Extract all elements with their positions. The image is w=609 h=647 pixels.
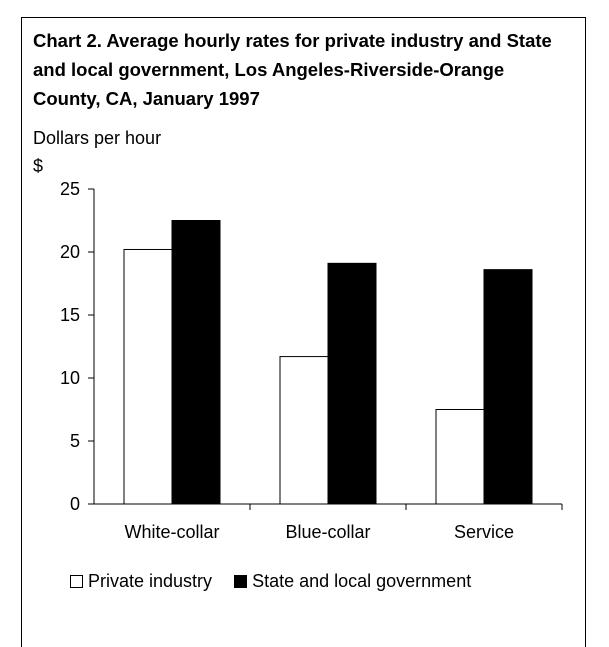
y-tick-label: 25 [60,179,80,199]
legend-item-private: Private industry [70,570,212,592]
chart-title: Chart 2. Average hourly rates for privat… [33,30,552,109]
legend-swatch-private [70,574,83,588]
bar-private-service [435,409,485,505]
legend-swatch-government [234,574,248,588]
bar-private-blue-collar [279,356,329,505]
units-label: Dollars per hour [33,128,162,148]
y-axis-label: $ [33,156,44,176]
legend-label-private: Private industry [88,571,213,591]
bar-government-white-collar [171,220,221,505]
bar-government-service [483,269,533,505]
y-tick-label: 20 [60,242,80,262]
bar-chart: 0 5 10 15 20 25 White-collar Blue-collar Service [60,179,563,542]
chart-frame [21,17,586,647]
bar-government-blue-collar [327,262,377,505]
x-tick-label: White-collar [124,522,219,542]
bar-private-white-collar [123,248,173,505]
y-tick-label: 15 [60,305,80,325]
y-tick-label: 10 [60,368,80,388]
y-tick-label: 0 [70,494,80,514]
x-tick-label: Blue-collar [285,522,370,542]
legend-label-government: State and local government [252,571,472,591]
y-tick-label: 5 [70,431,80,451]
legend: Private industry State and local governm… [70,570,493,592]
legend-item-government: State and local government [234,570,471,592]
x-tick-label: Service [454,522,514,542]
